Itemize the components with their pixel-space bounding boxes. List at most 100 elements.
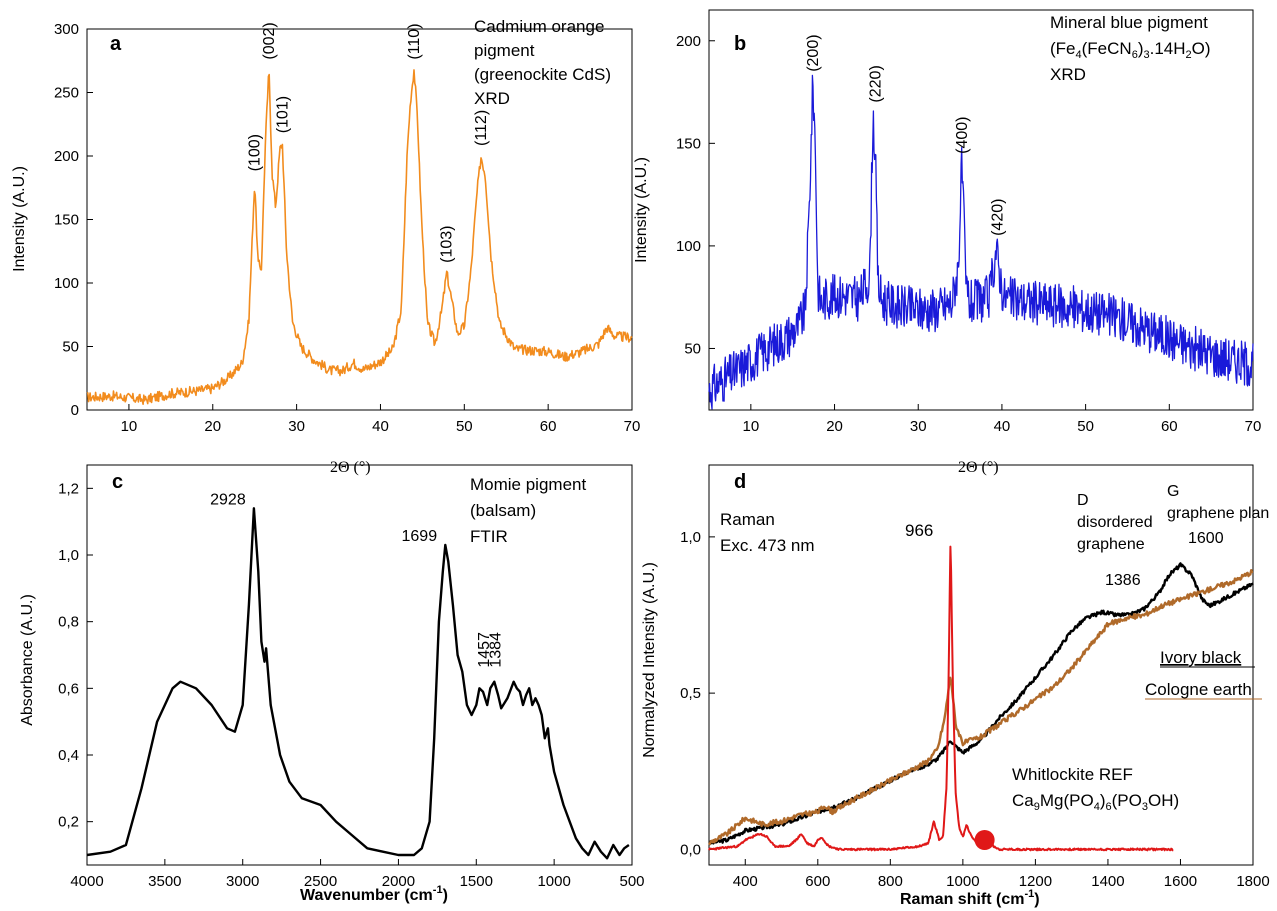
panel-b-frame [708, 9, 1254, 411]
panel-a-peak-label: (100) [247, 134, 264, 171]
panel-d-series-whitlockite [708, 545, 1174, 852]
panel-a-peak-label: (110) [406, 23, 423, 59]
panel-c-ytick-label: 1,2 [58, 480, 79, 497]
panel-c-xtick-label: 3500 [148, 873, 181, 890]
panel-b-xtick-label: 60 [1161, 418, 1178, 435]
panel-d-xtick-label: 800 [878, 873, 903, 890]
panel-d-annotation-1: Raman [720, 510, 775, 529]
panel-c-ytick-label: 0,8 [58, 614, 79, 631]
panel-b-legend-line-2: (Fe4(FeCN6)3.14H2O) [1050, 39, 1211, 61]
panel-d-d-band-3: graphene [1077, 536, 1145, 553]
panel-b-ytick-label: 50 [684, 340, 701, 357]
panel-b-xtick-label: 20 [826, 418, 843, 435]
panel-b-legend-line-3: XRD [1050, 65, 1086, 84]
panel-a-peak-label: (002) [261, 22, 278, 59]
panel-c-ylabel: Absorbance (A.U.) [19, 594, 36, 726]
panel-d-xtick-label: 1000 [946, 873, 979, 890]
panel-a-xlabel: 2Θ (°) [330, 459, 371, 476]
panel-d-xtick-label: 1800 [1236, 873, 1269, 890]
panel-a-xtick-label: 30 [288, 418, 305, 435]
panel-c-legend-line-1: Momie pigment [470, 475, 586, 494]
panel-b-peak-labels: (200) (220) (400) (420) [805, 34, 1007, 235]
panel-d-xtick-label: 1200 [1019, 873, 1052, 890]
panel-a-ytick-label: 300 [54, 21, 79, 38]
panel-a-ytick-label: 200 [54, 148, 79, 165]
panel-c-legend-line-2: (balsam) [470, 501, 536, 520]
panel-b-letter: b [734, 33, 746, 55]
panel-c-xtick-label: 1500 [460, 873, 493, 890]
panel-d-ytick-label: 0,5 [680, 685, 701, 702]
panel-c-ytick-label: 0,4 [58, 747, 79, 764]
panel-b-ylabel: Intensity (A.U.) [633, 157, 650, 263]
panel-d-legend-ivory-black: Ivory black [1160, 648, 1242, 667]
panel-c-xtick-label: 3000 [226, 873, 259, 890]
panel-a: 10 20 30 40 50 60 70 0 50 100 150 200 250 300 (100) (0… [11, 17, 640, 476]
panel-d-red-marker [974, 830, 995, 850]
panel-a-legend-line-2: pigment [474, 41, 535, 60]
panel-d-g-band-3: 1600 [1188, 530, 1224, 547]
panel-b-peak-label: (420) [990, 199, 1007, 236]
panel-c-frame [86, 464, 633, 866]
panel-c-ytick-label: 0,6 [58, 680, 79, 697]
panel-c: 4000 3500 3000 2500 2000 1500 1000 500 0,2 0,4 0,6… [19, 464, 645, 904]
panel-b-series-line [708, 74, 1254, 410]
panel-a-xtick-label: 70 [624, 418, 641, 435]
panel-a-xtick-label: 10 [121, 418, 138, 435]
panel-a-xtick-label: 60 [540, 418, 557, 435]
panel-b-peak-label: (200) [805, 34, 822, 71]
panel-c-xtick-label: 500 [619, 873, 644, 890]
panel-a-xtick-label: 20 [204, 418, 221, 435]
panel-d-frame [708, 464, 1254, 866]
panel-c-letter: c [112, 471, 123, 493]
panel-b-peak-label: (400) [954, 116, 971, 153]
panel-b-xtick-label: 40 [994, 418, 1011, 435]
panel-b-legend-line-1: Mineral blue pigment [1050, 13, 1208, 32]
panel-a-legend-line-4: XRD [474, 89, 510, 108]
panel-b: 10 20 30 40 50 60 70 50 100 150 200 (200) (220) (400… [633, 9, 1261, 476]
panel-b-xtick-label: 50 [1077, 418, 1094, 435]
panel-b-ytick-label: 100 [676, 238, 701, 255]
panel-d-d-band-1: D [1077, 492, 1089, 509]
panel-a-xtick-label: 40 [372, 418, 389, 435]
panel-c-legend-line-3: FTIR [470, 527, 508, 546]
panel-d-xtick-label: 400 [733, 873, 758, 890]
panel-d-g-band-1: G [1167, 483, 1179, 500]
panel-a-peak-label: (101) [274, 96, 291, 133]
panel-c-xtick-label: 4000 [70, 873, 103, 890]
panel-a-ytick-label: 50 [62, 339, 79, 356]
panel-d-series-cologne-earth [708, 569, 1254, 846]
panel-b-peak-label: (220) [868, 65, 885, 102]
panel-c-ytick-label: 0,2 [58, 814, 79, 831]
panel-b-xtick-label: 10 [743, 418, 760, 435]
panel-a-peak-label: (103) [439, 225, 456, 262]
panel-d: 400 600 800 1000 1200 1400 1600 1800 0,0 0,5 1,0 d… [641, 464, 1270, 908]
panel-a-legend-line-1: Cadmium orange [474, 17, 604, 36]
panel-c-xtick-label: 1000 [537, 873, 570, 890]
panel-c-series-line [86, 507, 630, 860]
panel-d-xtick-label: 1600 [1164, 873, 1197, 890]
panel-a-ylabel: Intensity (A.U.) [11, 166, 28, 272]
panel-c-peak-label: 2928 [210, 491, 246, 508]
panel-a-series-line [86, 69, 633, 405]
panel-a-peak-label: (112) [473, 110, 490, 146]
panel-a-ytick-label: 0 [71, 402, 79, 419]
panel-d-legend-cologne-earth: Cologne earth [1145, 680, 1252, 699]
panel-a-ytick-label: 150 [54, 212, 79, 229]
panel-b-ticks: 10 20 30 40 50 60 70 50 100 150 200 [676, 33, 1261, 435]
panel-c-ytick-label: 1,0 [58, 547, 79, 564]
panel-d-d-band-4: 1386 [1105, 572, 1141, 589]
panel-d-whitlockite-label-1: Whitlockite REF [1012, 765, 1133, 784]
panel-d-letter: d [734, 471, 746, 493]
panel-d-whitlockite-label-2: Ca9Mg(PO4)6(PO3OH) [1012, 791, 1179, 813]
panel-a-ytick-label: 100 [54, 275, 79, 292]
panel-b-xtick-label: 70 [1245, 418, 1262, 435]
panel-a-ytick-label: 250 [54, 85, 79, 102]
panel-c-peak-label: 1457 [476, 632, 493, 668]
panel-d-xtick-label: 1400 [1091, 873, 1124, 890]
panel-a-letter: a [110, 33, 122, 55]
panel-d-ylabel: Normalyzed Intensity (A.U.) [641, 562, 658, 758]
panel-b-ytick-label: 150 [676, 135, 701, 152]
panel-d-ytick-label: 1,0 [680, 529, 701, 546]
